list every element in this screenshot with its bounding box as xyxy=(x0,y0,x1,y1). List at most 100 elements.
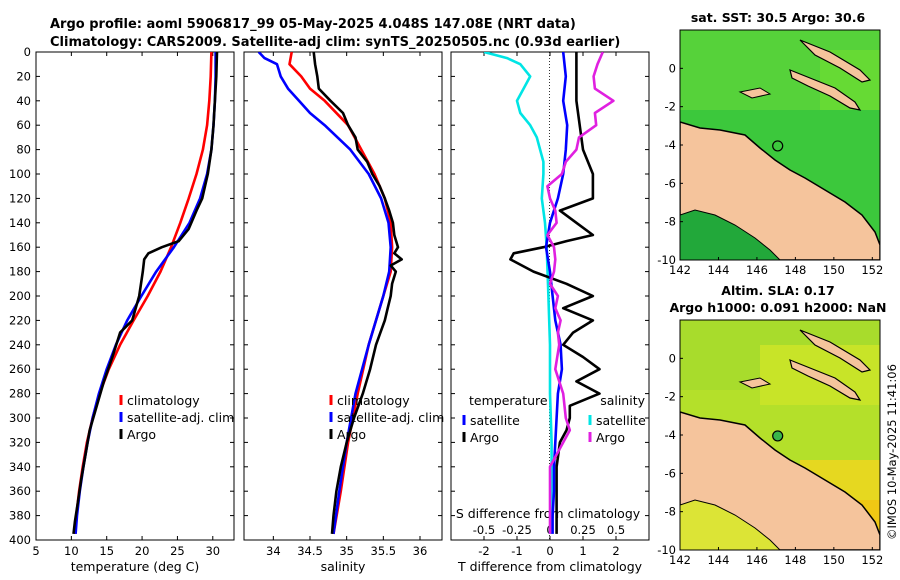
depth-tick-label: 80 xyxy=(16,143,31,157)
legend-label: Argo xyxy=(337,427,366,442)
map-x-tick-label: 152 xyxy=(861,263,883,277)
map-y-tick-label: -10 xyxy=(657,543,676,557)
legend-label: climatology xyxy=(337,393,410,408)
map-y-tick-label: -6 xyxy=(665,466,676,480)
sla-gulf-water xyxy=(680,499,781,550)
legend-title-temperature: temperature xyxy=(469,393,548,408)
depth-tick-label: 140 xyxy=(9,216,31,230)
series-line-climatology xyxy=(288,52,394,535)
sla-map xyxy=(679,319,881,551)
x-tick-label: -1 xyxy=(511,544,522,558)
map-y-tick-label: -8 xyxy=(665,505,676,519)
depth-tick-label: 200 xyxy=(9,289,31,303)
legend-label: satellite-adj. clim xyxy=(127,410,234,425)
map-x-tick-label: 146 xyxy=(746,553,768,567)
map-y-tick-label: 0 xyxy=(669,61,676,75)
x-tick-label: 1 xyxy=(579,544,586,558)
x-tick-label: 10 xyxy=(64,544,79,558)
depth-tick-label: 220 xyxy=(9,313,31,327)
sla-map-title: Altim. SLA: 0.17 xyxy=(721,283,834,298)
depth-tick-label: 340 xyxy=(9,460,31,474)
temperature-xlabel: temperature (deg C) xyxy=(71,559,200,574)
sst-map-title: sat. SST: 30.5 Argo: 30.6 xyxy=(691,10,866,25)
map-y-tick-label: -10 xyxy=(657,253,676,267)
x-tick-label: 34.5 xyxy=(297,544,323,558)
sst-field xyxy=(680,30,880,260)
depth-tick-label: 260 xyxy=(9,362,31,376)
depth-tick-label: 40 xyxy=(16,94,31,108)
sst-argo-position-marker xyxy=(772,140,784,152)
x-tick-label: 35.5 xyxy=(371,544,397,558)
legend-label: Argo xyxy=(596,430,625,445)
depth-tick-label: 280 xyxy=(9,387,31,401)
sst-new-britain-land xyxy=(789,69,862,111)
s-axis-tick-label: 0.5 xyxy=(607,523,625,537)
temperature-panel-frame xyxy=(35,51,235,541)
depth-tick-label: 180 xyxy=(9,265,31,279)
sla-island xyxy=(738,377,772,389)
depth-tick-label: 360 xyxy=(9,484,31,498)
depth-tick-label: 160 xyxy=(9,240,31,254)
map-x-tick-label: 148 xyxy=(784,263,806,277)
x-tick-label: 15 xyxy=(99,544,114,558)
map-x-tick-label: 142 xyxy=(669,553,691,567)
depth-tick-label: 60 xyxy=(16,118,31,132)
legend-label: Argo xyxy=(127,427,156,442)
legend-label: satellite xyxy=(596,413,646,428)
legend-label: satellite-adj. clim xyxy=(337,410,444,425)
s-axis-tick-label: 0.25 xyxy=(570,523,596,537)
series-group xyxy=(483,52,615,534)
salinity-xlabel: salinity xyxy=(321,559,366,574)
series-line-argo xyxy=(72,52,219,535)
depth-tick-label: 20 xyxy=(16,69,31,83)
sst-island xyxy=(738,87,772,99)
map-y-tick-label: -8 xyxy=(665,215,676,229)
chart-dynamic-layer: 0204060801001201401601802002202402602803… xyxy=(9,45,883,567)
depth-tick-label: 300 xyxy=(9,411,31,425)
map-y-tick-label: 0 xyxy=(669,351,676,365)
depth-tick-label: 400 xyxy=(9,533,31,547)
x-tick-label: 0 xyxy=(546,544,553,558)
map-y-tick-label: -2 xyxy=(665,390,676,404)
figure-title-line2: Climatology: CARS2009. Satellite-adj cli… xyxy=(50,35,620,50)
map-x-tick-label: 150 xyxy=(823,553,845,567)
x-tick-label: 5 xyxy=(32,544,39,558)
map-x-tick-label: 148 xyxy=(784,553,806,567)
map-y-tick-label: -2 xyxy=(665,100,676,114)
sla-field xyxy=(680,320,880,550)
x-tick-label: 35 xyxy=(339,544,354,558)
imos-credit: ©IMOS 10-May-2025 11:41:06 xyxy=(885,364,899,540)
x-tick-label: 30 xyxy=(205,544,220,558)
series-line-s-argo xyxy=(546,52,615,534)
figure-title-line1: Argo profile: aoml 5906817_99 05-May-202… xyxy=(50,17,576,32)
sla-new-ireland-land xyxy=(799,329,872,373)
legend-title-salinity: salinity xyxy=(600,393,645,408)
s-difference-xlabel: S difference from climatology xyxy=(456,506,641,521)
s-axis-tick-label: -0.25 xyxy=(502,523,532,537)
map-x-tick-label: 142 xyxy=(669,263,691,277)
x-tick-label: 36 xyxy=(413,544,428,558)
map-y-tick-label: -6 xyxy=(665,176,676,190)
series-line-satellite-adj-clim xyxy=(74,52,217,534)
depth-tick-label: 380 xyxy=(9,509,31,523)
map-y-tick-label: -4 xyxy=(665,138,676,152)
sla-argo-position-marker xyxy=(772,430,784,442)
map-x-tick-label: 150 xyxy=(823,263,845,277)
sla-map-subtitle: Argo h1000: 0.091 h2000: NaN xyxy=(669,300,886,315)
legend-label: Argo xyxy=(470,430,499,445)
map-x-tick-label: 144 xyxy=(707,553,729,567)
depth-tick-label: 320 xyxy=(9,435,31,449)
series-group xyxy=(257,52,404,535)
x-tick-label: 25 xyxy=(170,544,185,558)
legend-label: satellite xyxy=(470,413,520,428)
sst-map xyxy=(679,29,881,261)
series-line-satellite-adj-clim xyxy=(257,52,393,535)
series-line-argo xyxy=(312,52,404,535)
x-tick-label: 20 xyxy=(135,544,150,558)
sla-new-britain-land xyxy=(789,359,862,401)
legend-label: climatology xyxy=(127,393,200,408)
depth-tick-label: 120 xyxy=(9,191,31,205)
x-tick-label: -2 xyxy=(478,544,489,558)
